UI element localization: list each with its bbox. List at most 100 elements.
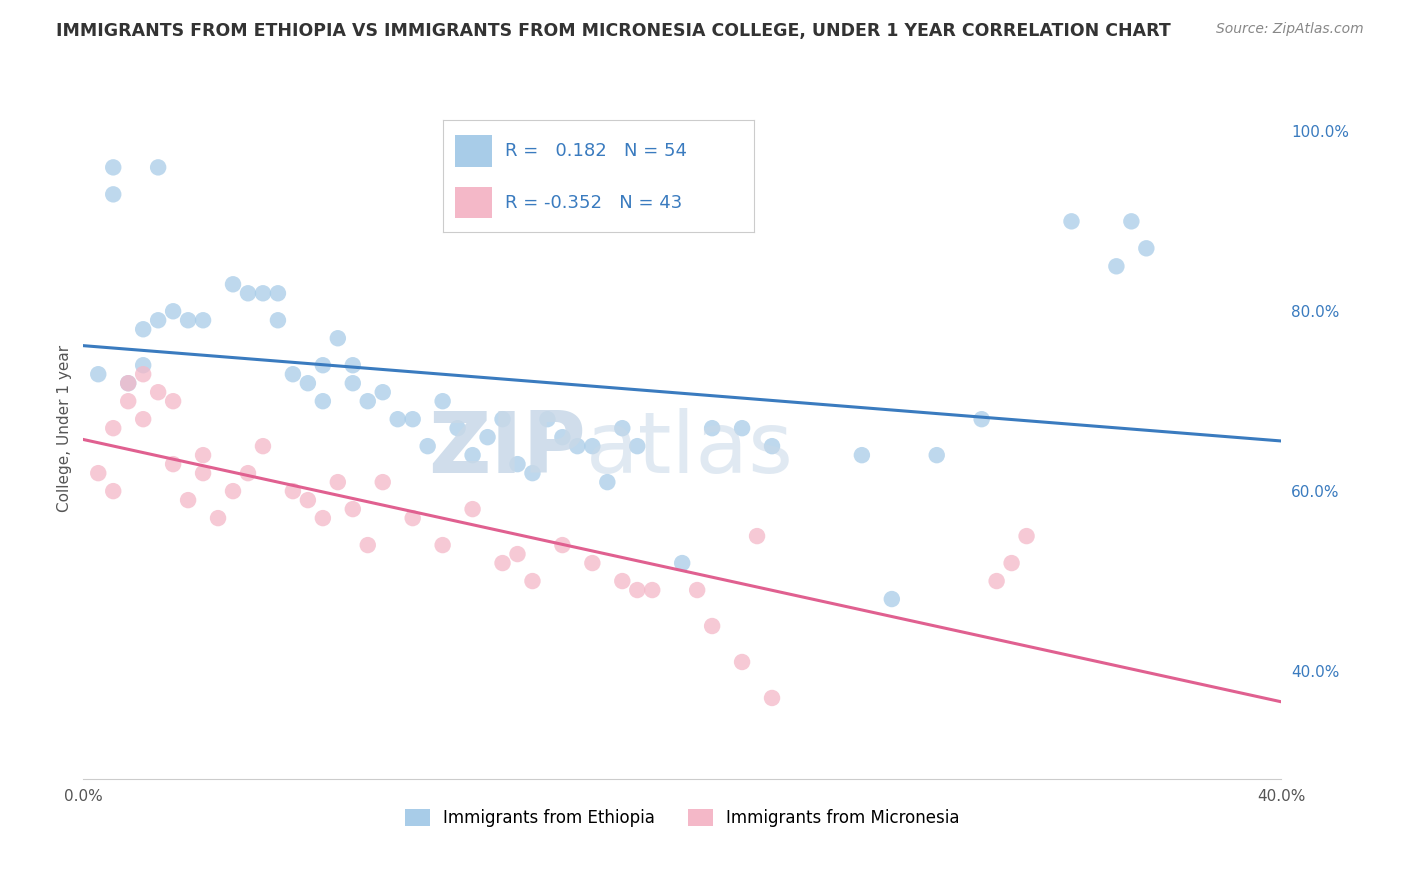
Point: [371, 475, 394, 490]
Point: [312, 358, 335, 372]
Point: [402, 412, 425, 426]
Point: [132, 358, 155, 372]
Point: [567, 439, 589, 453]
Point: [626, 439, 648, 453]
Point: [281, 484, 304, 499]
Point: [551, 430, 574, 444]
Point: [402, 511, 425, 525]
Point: [432, 394, 454, 409]
Point: [297, 493, 319, 508]
Point: [1015, 529, 1038, 543]
Point: [132, 412, 155, 426]
Point: [612, 574, 634, 588]
Point: [522, 574, 544, 588]
Text: Source: ZipAtlas.com: Source: ZipAtlas.com: [1216, 22, 1364, 37]
Point: [506, 547, 529, 561]
Point: [536, 412, 558, 426]
Point: [925, 448, 948, 462]
Point: [731, 655, 754, 669]
Point: [491, 556, 513, 570]
Point: [103, 187, 125, 202]
Point: [731, 421, 754, 435]
Point: [745, 529, 768, 543]
Point: [581, 439, 603, 453]
Point: [1000, 556, 1022, 570]
Point: [236, 466, 259, 480]
Point: [177, 313, 200, 327]
Point: [522, 466, 544, 480]
Point: [267, 313, 290, 327]
Point: [702, 421, 724, 435]
Point: [252, 439, 274, 453]
Point: [432, 538, 454, 552]
Point: [326, 331, 349, 345]
Point: [880, 592, 903, 607]
Point: [146, 161, 169, 175]
Legend: Immigrants from Ethiopia, Immigrants from Micronesia: Immigrants from Ethiopia, Immigrants fro…: [398, 802, 966, 834]
Point: [641, 583, 664, 598]
Point: [761, 690, 783, 705]
Point: [87, 368, 110, 382]
Point: [596, 475, 619, 490]
Point: [267, 286, 290, 301]
Point: [222, 484, 245, 499]
Point: [162, 394, 184, 409]
Point: [416, 439, 439, 453]
Point: [132, 322, 155, 336]
Point: [581, 556, 603, 570]
Point: [342, 502, 364, 516]
Point: [477, 430, 499, 444]
Point: [446, 421, 468, 435]
Point: [461, 502, 484, 516]
Point: [132, 368, 155, 382]
Point: [506, 457, 529, 471]
Point: [236, 286, 259, 301]
Point: [612, 421, 634, 435]
Point: [671, 556, 693, 570]
Point: [252, 286, 274, 301]
Text: ZIP: ZIP: [429, 408, 586, 491]
Point: [177, 493, 200, 508]
Point: [970, 412, 993, 426]
Point: [357, 394, 380, 409]
Point: [103, 484, 125, 499]
Point: [371, 385, 394, 400]
Text: atlas: atlas: [586, 408, 794, 491]
Point: [103, 421, 125, 435]
Point: [207, 511, 229, 525]
Y-axis label: College, Under 1 year: College, Under 1 year: [58, 344, 72, 512]
Point: [357, 538, 380, 552]
Point: [191, 466, 214, 480]
Point: [281, 368, 304, 382]
Point: [191, 313, 214, 327]
Point: [491, 412, 513, 426]
Point: [87, 466, 110, 480]
Point: [461, 448, 484, 462]
Point: [1135, 241, 1157, 255]
Point: [551, 538, 574, 552]
Point: [851, 448, 873, 462]
Point: [312, 394, 335, 409]
Point: [1060, 214, 1083, 228]
Point: [162, 457, 184, 471]
Text: IMMIGRANTS FROM ETHIOPIA VS IMMIGRANTS FROM MICRONESIA COLLEGE, UNDER 1 YEAR COR: IMMIGRANTS FROM ETHIOPIA VS IMMIGRANTS F…: [56, 22, 1171, 40]
Point: [626, 583, 648, 598]
Point: [387, 412, 409, 426]
Point: [686, 583, 709, 598]
Point: [117, 376, 139, 391]
Point: [342, 376, 364, 391]
Point: [1105, 260, 1128, 274]
Point: [297, 376, 319, 391]
Point: [986, 574, 1008, 588]
Point: [312, 511, 335, 525]
Point: [103, 161, 125, 175]
Point: [761, 439, 783, 453]
Point: [222, 277, 245, 292]
Point: [117, 394, 139, 409]
Point: [1121, 214, 1143, 228]
Point: [117, 376, 139, 391]
Point: [146, 313, 169, 327]
Point: [191, 448, 214, 462]
Point: [702, 619, 724, 633]
Point: [146, 385, 169, 400]
